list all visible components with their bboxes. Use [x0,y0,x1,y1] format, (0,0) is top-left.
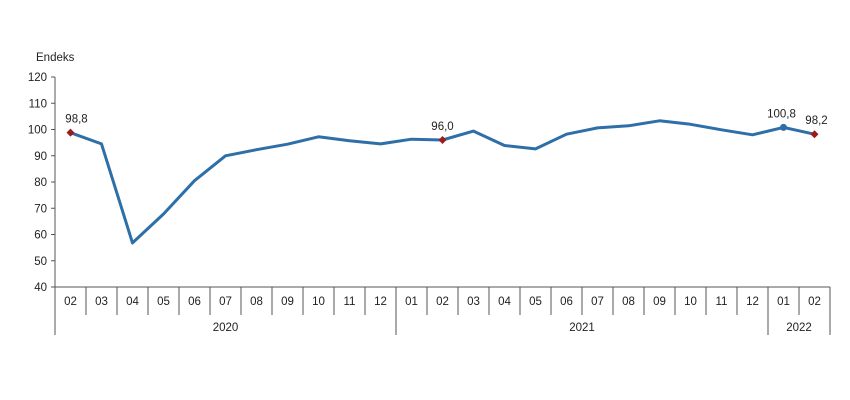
x-tick-label: 09 [281,296,294,308]
y-tick-label: 110 [29,98,47,110]
x-tick-label: 07 [591,296,604,308]
x-tick-label: 03 [467,296,480,308]
y-tick-label: 50 [34,256,47,268]
year-label: 2020 [213,322,239,334]
x-tick-label: 11 [716,296,728,308]
y-tick-label: 80 [34,177,47,189]
year-label: 2021 [569,322,595,334]
x-tick-label: 02 [64,296,77,308]
x-tick-label: 01 [405,296,418,308]
data-point-marker [780,123,787,131]
x-tick-label: 04 [498,296,511,308]
x-axis: 02 03 04 05 06 07 08 09 10 11 12 01 02 03 04 05 06 07 08 09… [54,286,831,335]
x-tick-label: 09 [653,296,666,308]
x-tick-label: 12 [746,296,759,308]
x-tick-label: 01 [777,296,790,308]
x-tick-label: 08 [250,296,263,308]
plot-area: 98,8 96,0 100,8 98,2 [65,108,828,245]
x-tick-label: 06 [560,296,573,308]
y-axis-label: Endeks [36,52,75,64]
x-tick-label: 06 [188,296,201,308]
x-tick-label: 10 [684,296,697,308]
x-tick-label: 02 [436,296,449,308]
x-tick-label: 02 [808,296,821,308]
x-tick-label: 10 [312,296,325,308]
x-tick-label: 12 [374,296,387,308]
y-axis: 40 50 60 70 80 90 100 110 120 [28,72,56,294]
data-label: 98,8 [65,114,87,126]
y-tick-label: 60 [34,230,47,242]
y-tick-label: 100 [28,125,47,137]
x-tick-label: 07 [219,296,232,308]
x-tick-label: 05 [529,296,542,308]
x-tick-label: 04 [126,296,139,308]
y-tick-label: 120 [28,72,47,84]
x-tick-label: 05 [157,296,170,308]
year-label: 2022 [786,322,812,334]
x-tick-label: 11 [344,296,356,308]
data-point-marker [810,130,819,139]
x-tick-label: 08 [622,296,635,308]
data-label: 98,2 [805,115,827,127]
data-label: 100,8 [767,108,796,120]
x-tick-label: 03 [95,296,108,308]
y-tick-label: 40 [34,282,47,294]
y-tick-label: 90 [34,151,47,163]
data-point-marker [438,136,447,144]
y-tick-label: 70 [34,203,47,215]
data-point-marker [66,128,75,137]
data-label: 96,0 [431,121,453,133]
